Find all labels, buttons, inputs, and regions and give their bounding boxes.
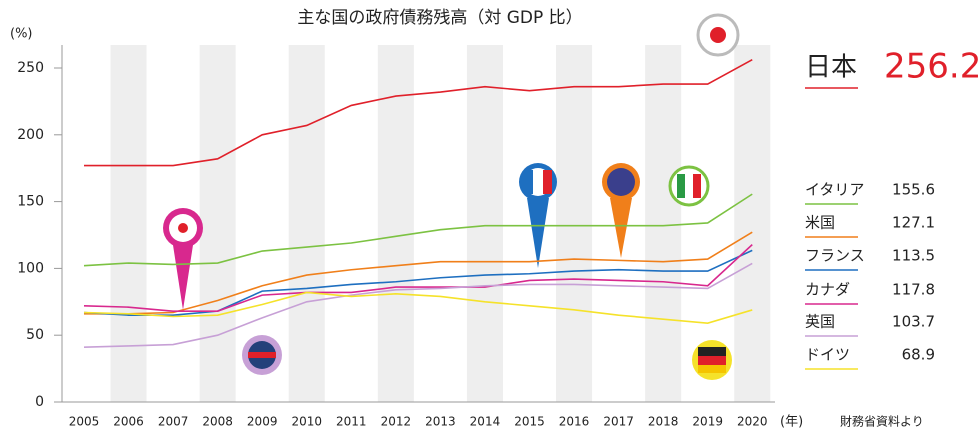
legend-value: 68.9 [902, 346, 935, 364]
x-tick-label: 2011 [336, 415, 367, 429]
x-tick-label: 2016 [559, 415, 590, 429]
series-line [84, 59, 753, 167]
x-tick-label: 2006 [113, 415, 144, 429]
band [556, 45, 593, 402]
legend-label: 英国 [805, 313, 835, 331]
y-tick-label: 100 [17, 260, 44, 276]
legend-value: 127.1 [892, 214, 935, 232]
legend-value: 256.2 [884, 47, 980, 87]
band [377, 45, 414, 402]
y-tick-label: 0 [35, 394, 44, 410]
legend-label: 米国 [805, 214, 835, 232]
legend-value: 103.7 [892, 313, 935, 331]
band [645, 45, 682, 402]
x-unit: (年) [780, 415, 803, 430]
band [110, 45, 147, 402]
legend-label: イタリア [805, 181, 864, 199]
x-tick-label: 2020 [737, 415, 768, 429]
x-tick-label: 2017 [603, 415, 634, 429]
series-line [84, 231, 753, 315]
band [199, 45, 236, 402]
band [466, 45, 503, 402]
legend-value: 113.5 [892, 247, 935, 265]
y-tick-label: 250 [17, 60, 44, 76]
flags [163, 13, 740, 380]
x-tick-label: 2014 [470, 415, 501, 429]
source: 財務省資料より [840, 414, 924, 429]
x-tick-label: 2008 [202, 415, 233, 429]
series-line [83, 249, 753, 316]
x-tick-label: 2007 [158, 415, 189, 429]
band [734, 45, 771, 402]
legend-label: カナダ [805, 281, 850, 299]
x-tick-label: 2013 [425, 415, 456, 429]
legend-value: 155.6 [892, 181, 935, 199]
y-tick-label: 150 [17, 194, 44, 210]
chart-title: 主な国の政府債務残高（対 GDP 比） [297, 8, 582, 28]
x-tick-label: 2015 [514, 415, 545, 429]
x-tick-label: 2010 [291, 415, 322, 429]
x-tick-label: 2005 [69, 415, 100, 429]
series-line [83, 291, 753, 324]
series-line [83, 262, 753, 349]
legend-label: ドイツ [805, 346, 850, 364]
legend-value: 117.8 [892, 281, 935, 299]
y-tick-label: 200 [17, 127, 44, 143]
band [288, 45, 325, 402]
y-tick-label: 50 [26, 327, 44, 343]
legend-label: 日本 [805, 53, 857, 83]
x-tick-label: 2012 [381, 415, 412, 429]
series-line [83, 193, 753, 267]
y-unit: (%) [10, 27, 33, 42]
x-tick-label: 2019 [692, 415, 723, 429]
legend-label: フランス [805, 247, 865, 265]
series-line [83, 244, 753, 312]
x-tick-label: 2009 [247, 415, 278, 429]
x-tick-label: 2018 [648, 415, 679, 429]
